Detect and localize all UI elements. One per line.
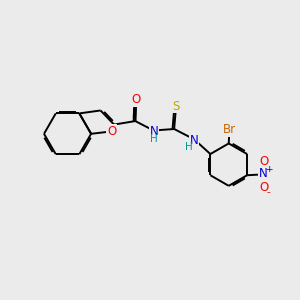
Text: H: H: [150, 134, 158, 144]
Text: Br: Br: [223, 123, 236, 136]
Text: O: O: [131, 93, 140, 106]
Text: O: O: [107, 125, 116, 138]
Text: H: H: [185, 142, 193, 152]
Text: O: O: [259, 182, 268, 194]
Text: O: O: [259, 155, 268, 168]
Text: S: S: [172, 100, 180, 112]
Text: -: -: [267, 187, 271, 197]
Text: N: N: [259, 167, 268, 180]
Text: N: N: [149, 125, 158, 138]
Text: N: N: [190, 134, 199, 147]
Text: +: +: [265, 165, 272, 174]
